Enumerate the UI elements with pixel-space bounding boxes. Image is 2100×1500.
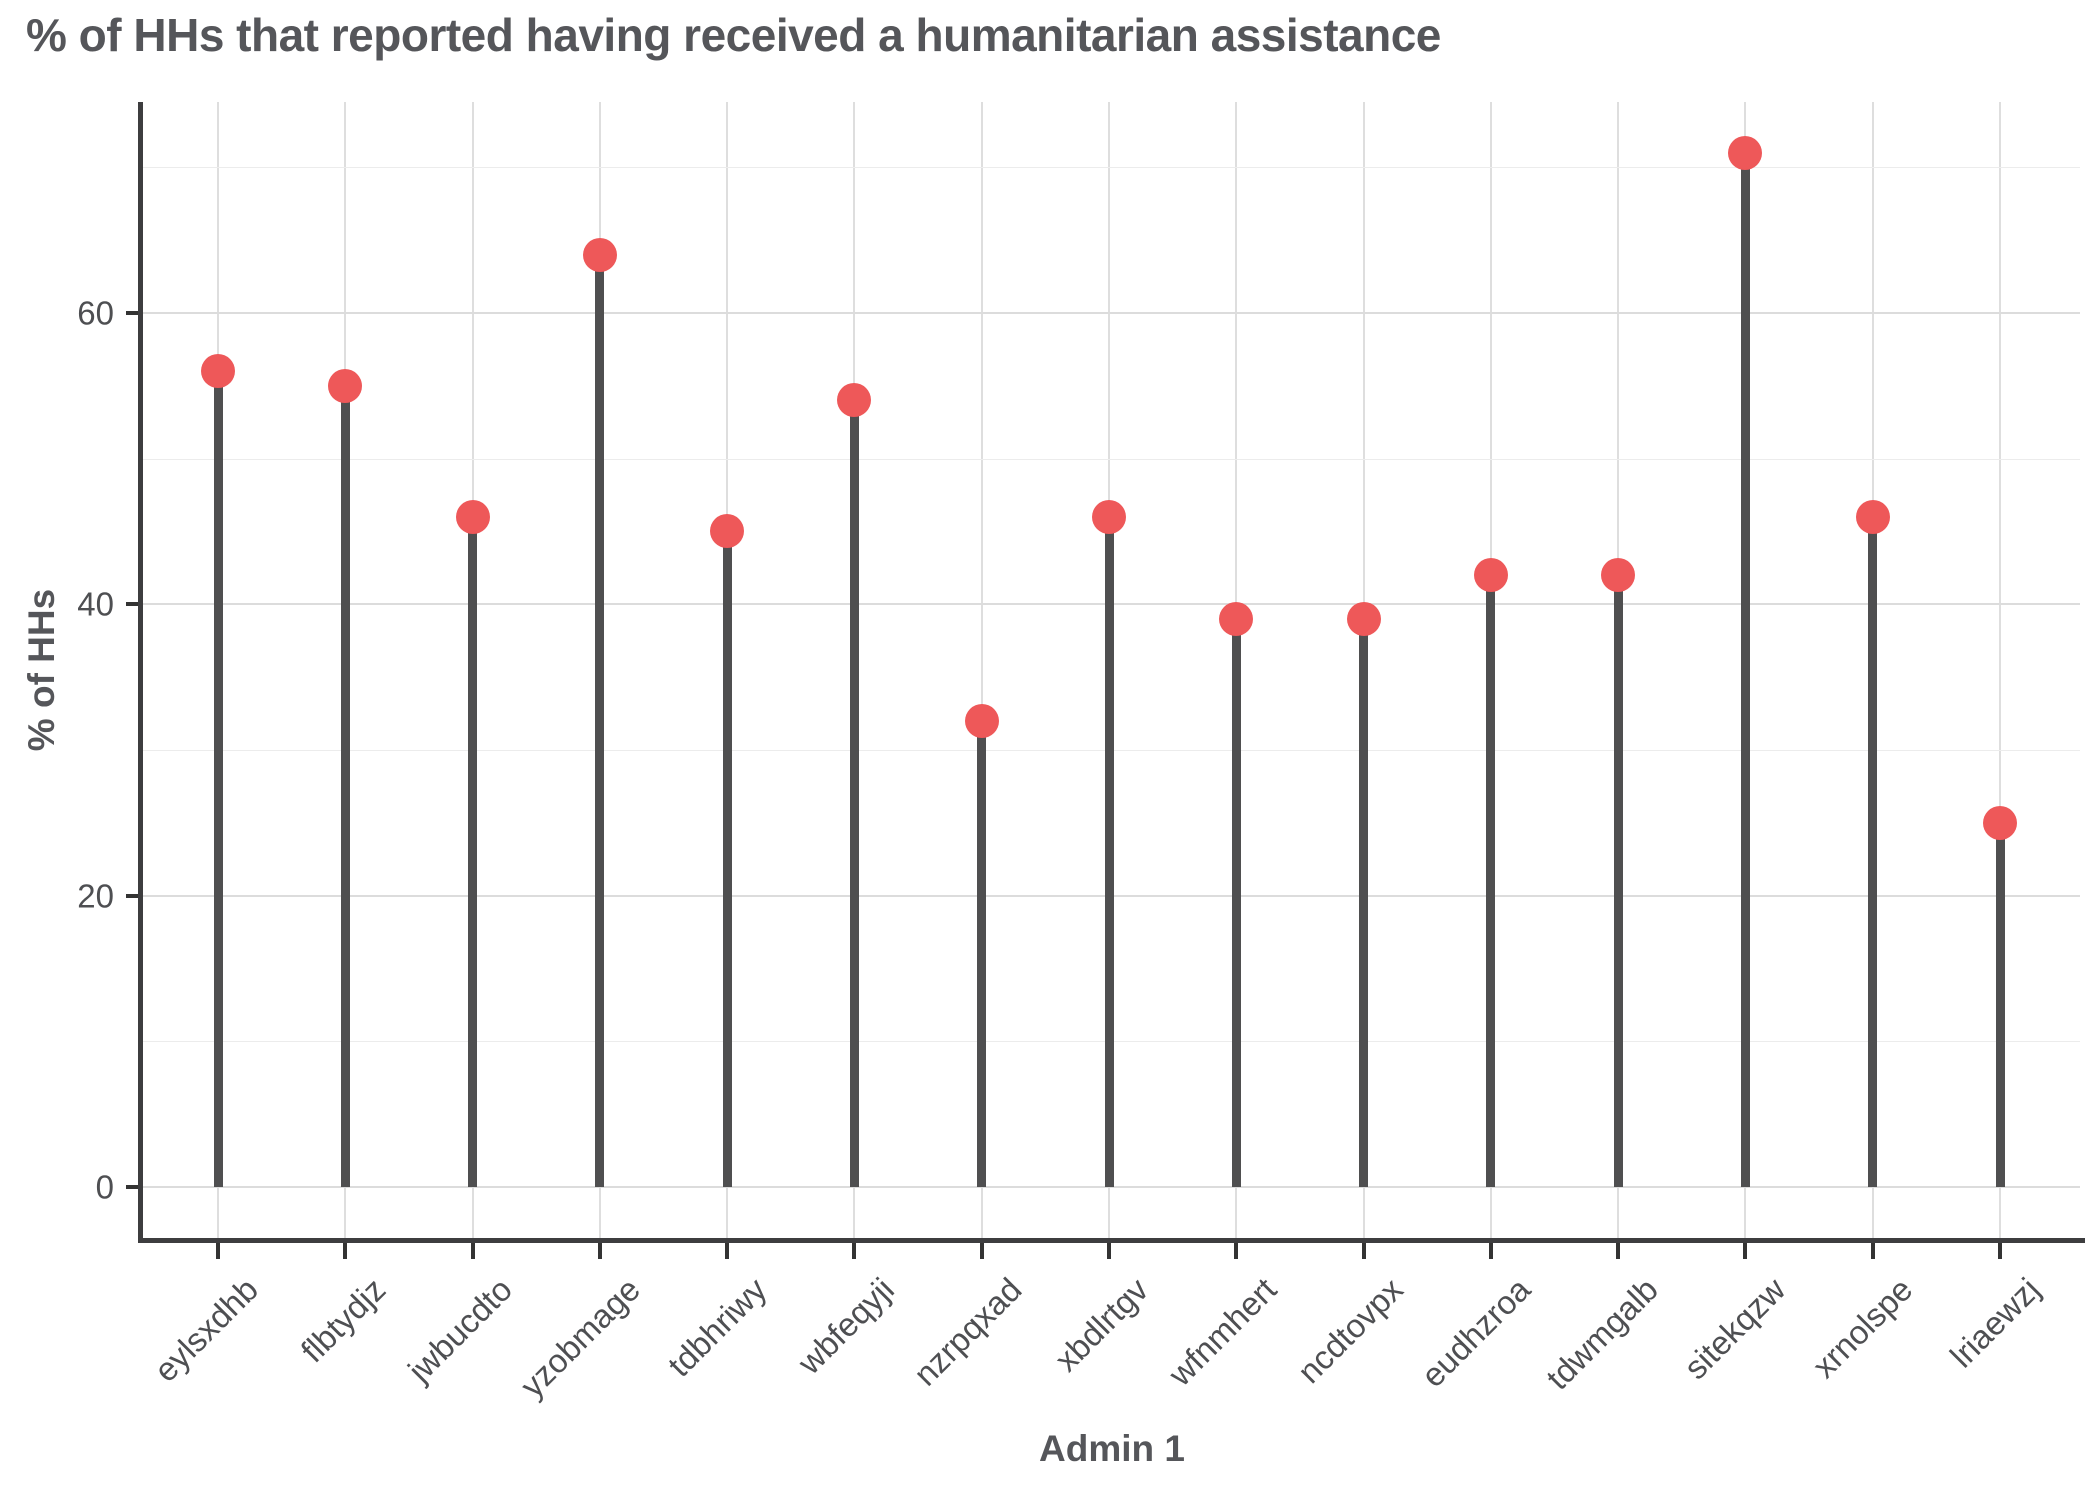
x-tick-label: xrnolspe: [1805, 1270, 1920, 1385]
x-tick-label: jwbucdto: [401, 1270, 520, 1389]
x-tick-label: tdwmgalb: [1538, 1270, 1665, 1397]
lollipop-dot: [1728, 135, 1763, 170]
y-tick-mark: [126, 602, 142, 607]
lollipop-stem: [1359, 618, 1369, 1187]
lollipop-dot: [201, 354, 235, 389]
gridline-vertical: [980, 102, 983, 1238]
y-tick-label: 40: [77, 585, 114, 623]
y-tick-mark: [126, 1185, 142, 1189]
lollipop-dot: [455, 499, 490, 534]
x-tick-mark: [1616, 1243, 1621, 1259]
y-tick-label: 0: [95, 1168, 114, 1206]
x-tick-mark: [852, 1243, 857, 1259]
x-tick-mark: [725, 1243, 730, 1259]
lollipop-dot: [1983, 805, 2017, 840]
lollipop-dot: [328, 368, 363, 403]
lollipop-dot: [1601, 558, 1636, 593]
y-tick-mark: [126, 893, 142, 898]
chart-title: % of HHs that reported having received a…: [26, 9, 1441, 61]
x-tick-mark: [1488, 1243, 1493, 1259]
lollipop-dot: [837, 383, 872, 418]
x-tick-mark: [1234, 1243, 1239, 1259]
x-tick-mark: [343, 1243, 348, 1259]
lollipop-dot: [582, 237, 617, 272]
lollipop-stem: [595, 254, 605, 1187]
lollipop-stem: [1995, 822, 2005, 1187]
x-tick-label: sitekqzw: [1676, 1270, 1793, 1387]
y-axis-line: [138, 102, 143, 1243]
lollipop-dot: [1473, 558, 1508, 593]
lollipop-stem: [1740, 152, 1750, 1187]
x-tick-label: wbfeqyji: [790, 1270, 902, 1382]
x-axis-line: [138, 1238, 2085, 1243]
lollipop-stem: [213, 371, 223, 1187]
x-tick-mark: [470, 1243, 475, 1259]
x-tick-mark: [979, 1243, 984, 1259]
lollipop-dot: [1092, 499, 1126, 534]
y-tick-label: 60: [77, 294, 114, 332]
lollipop-dot: [710, 514, 745, 549]
lollipop-stem: [1613, 575, 1623, 1187]
x-tick-mark: [1870, 1243, 1875, 1259]
x-tick-mark: [1743, 1243, 1748, 1259]
gridline-minor: [142, 167, 2080, 169]
x-tick-label: nzrpqxad: [906, 1270, 1029, 1393]
x-tick-mark: [1107, 1243, 1111, 1259]
x-axis-title: Admin 1: [1039, 1428, 1185, 1469]
x-tick-label: flbtydjz: [293, 1270, 393, 1370]
x-tick-label: wfnmhert: [1160, 1270, 1284, 1393]
x-tick-mark: [1361, 1243, 1366, 1259]
lollipop-stem: [1868, 516, 1878, 1187]
gridline-vertical: [1999, 102, 2001, 1238]
lollipop-stem: [722, 531, 732, 1187]
lollipop-stem: [1104, 516, 1114, 1187]
lollipop-stem: [849, 400, 859, 1187]
x-tick-label: xbdlrtgv: [1047, 1270, 1156, 1379]
lollipop-stem: [468, 516, 478, 1187]
lollipop-dot: [1219, 601, 1254, 636]
lollipop-dot: [964, 703, 999, 738]
lollipop-stem: [340, 385, 350, 1187]
x-tick-mark: [216, 1243, 220, 1259]
x-tick-mark: [597, 1243, 602, 1259]
x-tick-label: eylsxdhb: [146, 1270, 265, 1389]
lollipop-dot: [1855, 499, 1890, 534]
gridline-minor: [142, 458, 2080, 460]
x-tick-mark: [1998, 1243, 2002, 1259]
gridline-major: [142, 1186, 2080, 1188]
lollipop-stem: [1486, 575, 1496, 1187]
lollipop-dot: [1346, 601, 1381, 636]
x-tick-label: lriaewzj: [1942, 1270, 2047, 1375]
gridline-major: [142, 311, 2080, 314]
lollipop-stem: [1231, 618, 1241, 1187]
y-tick-label: 20: [77, 877, 114, 915]
x-tick-label: ncdtovpx: [1290, 1270, 1411, 1391]
lollipop-stem: [977, 720, 987, 1187]
x-tick-label: tdbhriwy: [660, 1270, 774, 1384]
y-axis-title: % of HHs: [21, 588, 62, 752]
y-tick-mark: [126, 310, 142, 315]
x-tick-label: yzobmage: [512, 1270, 647, 1405]
x-tick-label: eudhzroa: [1414, 1270, 1538, 1395]
